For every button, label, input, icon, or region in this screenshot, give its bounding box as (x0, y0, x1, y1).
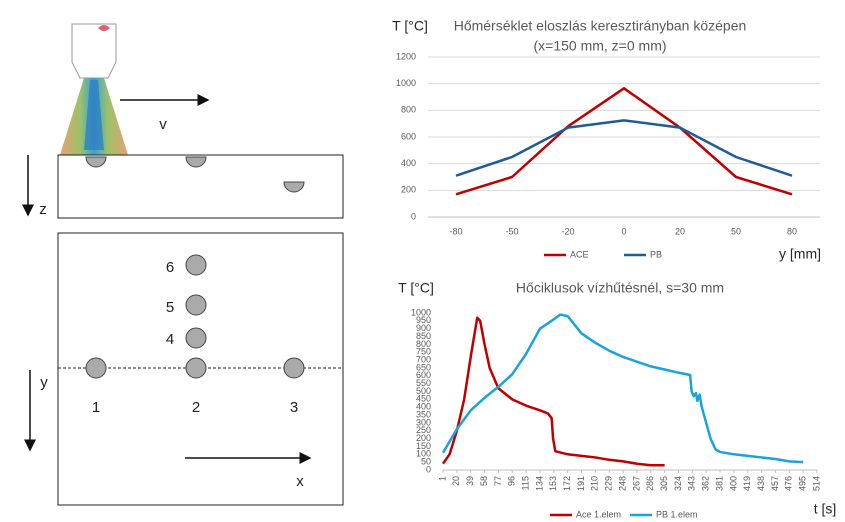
label: x (296, 473, 304, 490)
x-tick-label: 115 (520, 476, 530, 490)
x-tick-label: 1 (437, 476, 447, 481)
legend-label: PB (650, 249, 662, 259)
label: y (40, 374, 48, 391)
point (284, 182, 304, 192)
x-tick-label: 400 (728, 476, 738, 491)
point-label: 2 (192, 399, 200, 416)
x-tick-label: 381 (714, 476, 724, 491)
x-tick-label: 0 (621, 226, 626, 236)
x-tick-label: 476 (784, 476, 794, 491)
x-tick-label: 438 (756, 476, 766, 491)
y-tick-label: 1000 (411, 307, 431, 317)
y-tick-label: 0 (411, 211, 416, 221)
x-tick-label: 77 (493, 476, 503, 486)
x-tick-label: 324 (673, 476, 683, 491)
label: v (159, 116, 167, 133)
point (186, 328, 206, 348)
chart-title: Hőmérséklet eloszlás keresztirányban köz… (454, 18, 747, 34)
x-tick-label: 343 (687, 476, 697, 491)
page: v z 1 2 3 4 5 6 y x Hőmérséklet eloszlás… (0, 0, 845, 522)
x-tick-label: 20 (675, 226, 685, 236)
point (186, 255, 206, 275)
chart-title: Hőciklusok vízhűtésnél, s=30 mm (516, 280, 724, 296)
x-tick-label: 457 (770, 476, 780, 491)
point (186, 157, 206, 167)
x-tick-label: 39 (465, 476, 475, 486)
point (186, 358, 206, 378)
torch (72, 24, 116, 78)
point (86, 358, 106, 378)
series-line (456, 88, 792, 194)
x-tick-label: 153 (548, 476, 558, 491)
x-tick-label: 305 (659, 476, 669, 491)
x-tick-label: 362 (701, 476, 711, 491)
legend-label: PB 1.elem (656, 509, 698, 519)
x-tick-label: 514 (811, 476, 821, 491)
point-label: 1 (92, 399, 100, 416)
legend-label: Ace 1.elem (576, 509, 621, 519)
label: z (39, 201, 47, 218)
legend-label: ACE (570, 249, 589, 259)
x-axis-label: y [mm] (779, 246, 821, 262)
x-tick-label: 96 (507, 476, 517, 486)
point-label: 3 (290, 399, 298, 416)
series-line (456, 120, 792, 175)
y-tick-label: 1000 (396, 78, 416, 88)
point (284, 358, 304, 378)
y-axis-label: T [°C] (398, 280, 434, 296)
x-tick-label: 58 (479, 476, 489, 486)
point-label: 5 (166, 299, 174, 316)
x-tick-label: 229 (604, 476, 614, 491)
x-tick-label: -20 (561, 226, 574, 236)
x-tick-label: 134 (534, 476, 544, 491)
x-tick-label: 495 (798, 476, 808, 491)
x-tick-label: 191 (576, 476, 586, 491)
x-axis-label: t [s] (814, 501, 837, 517)
y-tick-label: 600 (401, 131, 416, 141)
y-tick-label: 800 (401, 105, 416, 115)
x-tick-label: 286 (645, 476, 655, 491)
diagram: v z 1 2 3 4 5 6 y x (28, 24, 343, 505)
x-tick-label: 172 (562, 476, 572, 491)
x-tick-label: 267 (631, 476, 641, 491)
point-label: 4 (166, 331, 174, 348)
chart-subtitle: (x=150 mm, z=0 mm) (533, 38, 666, 54)
x-tick-label: -50 (505, 226, 518, 236)
point-label: 6 (166, 259, 174, 276)
y-tick-label: 400 (401, 158, 416, 168)
x-tick-label: 248 (617, 476, 627, 491)
point (86, 157, 106, 167)
point (186, 295, 206, 315)
y-axis-label: T [°C] (392, 18, 428, 34)
x-tick-label: 419 (742, 476, 752, 491)
series-line (443, 318, 665, 466)
y-tick-label: 200 (401, 185, 416, 195)
x-tick-label: 20 (451, 476, 461, 486)
x-tick-label: 80 (787, 226, 797, 236)
x-tick-label: 50 (731, 226, 741, 236)
y-tick-label: 1200 (396, 51, 416, 61)
series-line (443, 315, 803, 463)
x-tick-label: -80 (449, 226, 462, 236)
x-tick-label: 210 (590, 476, 600, 491)
